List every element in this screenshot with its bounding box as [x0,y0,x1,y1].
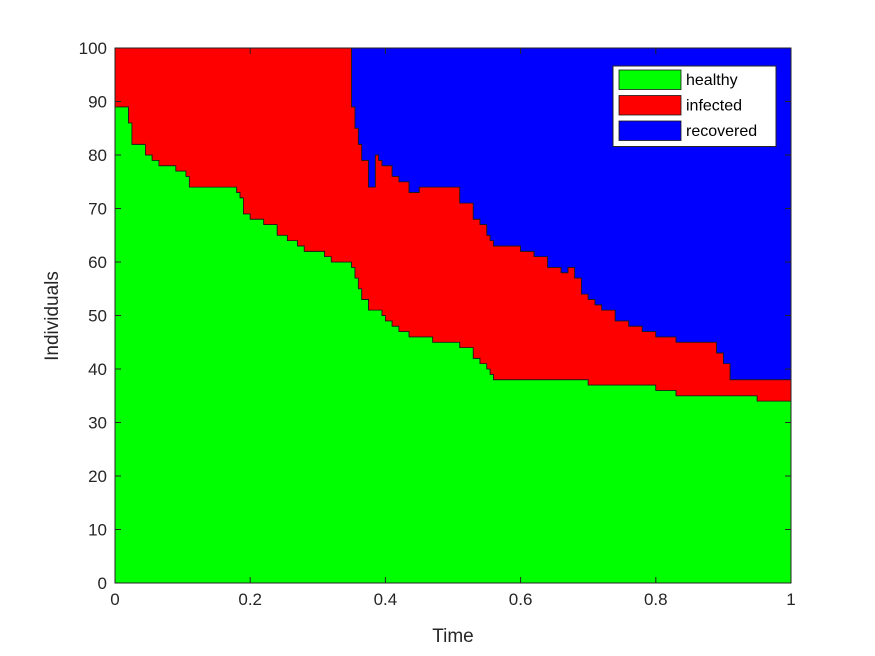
y-tick-label: 20 [88,467,107,486]
legend-swatch-healthy [618,69,682,90]
legend-label-infected: infected [686,98,742,115]
x-tick-label: 0.8 [644,590,668,609]
legend-label-healthy: healthy [686,72,738,89]
y-axis-label: Individuals [42,271,63,361]
x-tick-label: 1 [786,590,795,609]
y-tick-label: 10 [88,521,107,540]
x-tick-label: 0.6 [509,590,533,609]
y-tick-label: 60 [88,253,107,272]
y-tick-label: 80 [88,146,107,165]
x-tick-label: 0.2 [238,590,262,609]
legend-swatch-recovered [618,120,682,141]
x-tick-label: 0 [110,590,119,609]
y-tick-label: 50 [88,307,107,326]
y-tick-label: 100 [79,39,107,58]
y-tick-label: 40 [88,360,107,379]
legend-label-recovered: recovered [686,123,757,140]
y-tick-label: 0 [98,574,107,593]
x-axis-label: Time [432,626,474,647]
y-tick-label: 70 [88,200,107,219]
x-tick-label: 0.4 [374,590,398,609]
legend-swatch-infected [618,95,682,116]
legend: healthy infected recovered [612,65,777,147]
y-tick-label: 30 [88,414,107,433]
y-tick-label: 90 [88,93,107,112]
